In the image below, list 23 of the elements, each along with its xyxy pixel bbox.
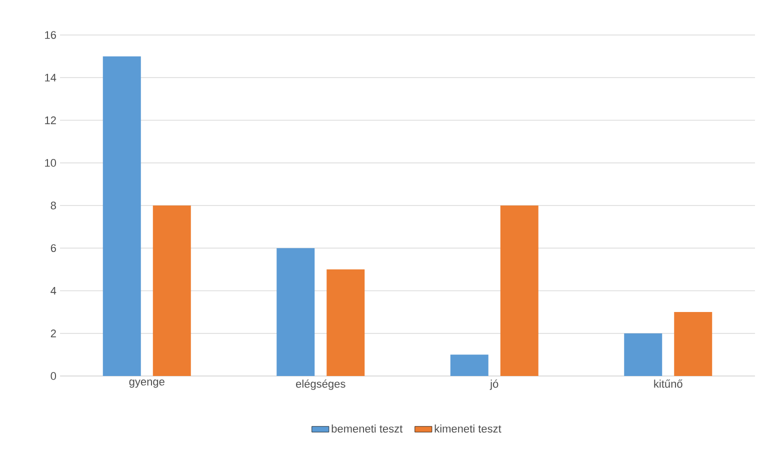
y-tick-label: 14: [45, 74, 56, 82]
y-tick-label: 12: [45, 116, 56, 124]
bar: [102, 56, 141, 376]
legend-label: bemeneti teszt: [332, 424, 403, 433]
bar: [624, 333, 662, 376]
x-tick-label: gyenge: [129, 380, 164, 388]
bar: [152, 205, 191, 376]
bar: [326, 269, 365, 376]
y-tick-label: 2: [50, 330, 56, 338]
legend-label: kimeneti teszt: [434, 424, 502, 433]
bar: [276, 248, 315, 376]
y-tick-label: 16: [45, 31, 56, 39]
bar: [500, 205, 538, 376]
y-tick-label: 10: [45, 158, 56, 167]
x-tick-label: jó: [490, 380, 498, 390]
y-tick-label: 8: [50, 202, 56, 210]
y-tick-label: 4: [50, 286, 56, 295]
bar: [674, 312, 712, 376]
y-tick-label: 0: [50, 372, 56, 380]
x-tick-label: kitűnő: [654, 380, 682, 388]
bar: [450, 354, 488, 376]
x-tick-label: elégséges: [296, 380, 346, 390]
y-tick-label: 6: [50, 244, 56, 252]
